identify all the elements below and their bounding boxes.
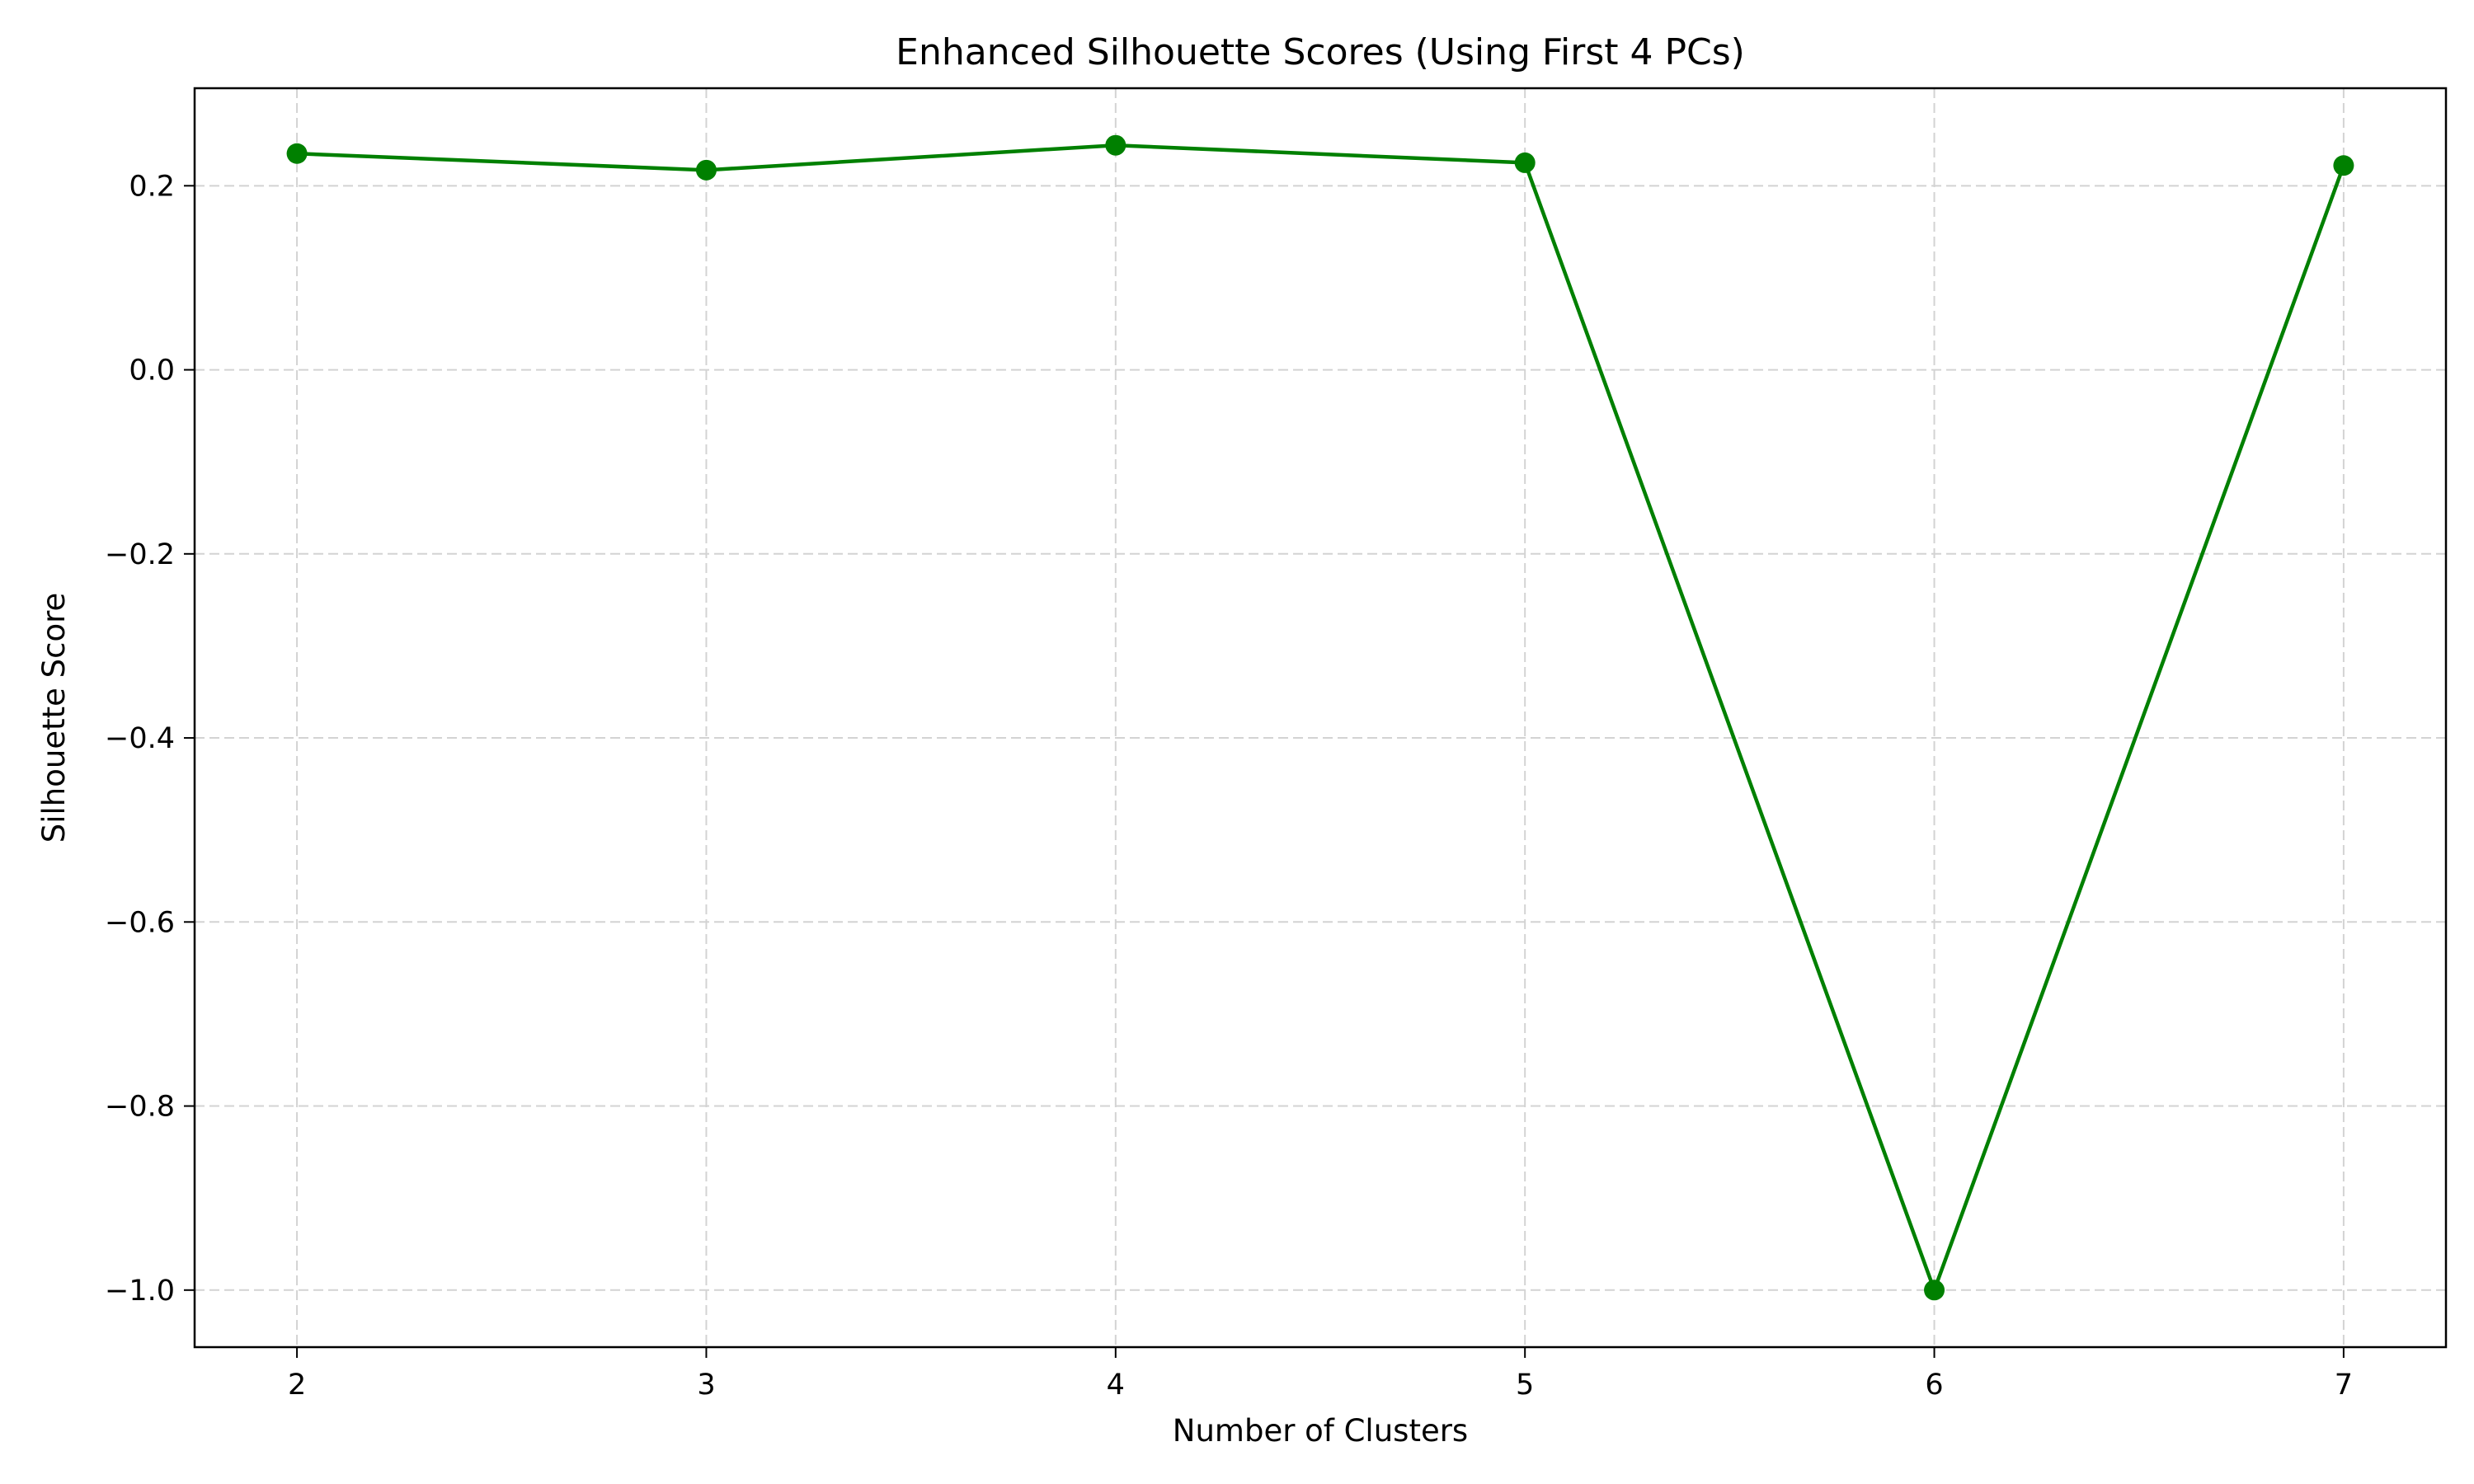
data-point-3 xyxy=(695,159,717,181)
x-tick-label-4: 6 xyxy=(1925,1369,1943,1402)
x-tick-label-3: 5 xyxy=(1516,1369,1534,1402)
data-point-2 xyxy=(286,143,308,164)
y-tick-label-6: −1.0 xyxy=(105,1275,175,1308)
y-tick-label-0: 0.2 xyxy=(129,170,175,203)
y-axis-ticks: 0.2 0.0 −0.2 −0.4 −0.6 −0.8 −1.0 xyxy=(105,170,195,1308)
series-line-0 xyxy=(296,143,2346,1293)
y-tick-label-1: 0.0 xyxy=(129,355,175,387)
y-tick-label-5: −0.8 xyxy=(105,1091,175,1124)
x-axis-label: Number of Clusters xyxy=(1173,1413,1468,1449)
x-axis-ticks: 2 3 4 5 6 7 xyxy=(288,1347,2353,1402)
grid xyxy=(195,88,2446,1347)
series-layer xyxy=(286,134,2354,1301)
x-tick-label-1: 3 xyxy=(697,1369,715,1402)
x-tick-label-2: 4 xyxy=(1107,1369,1125,1402)
data-point-6 xyxy=(1924,1280,1945,1301)
y-tick-label-3: −0.4 xyxy=(105,722,175,755)
y-axis-label: Silhouette Score xyxy=(36,593,72,843)
data-point-5 xyxy=(1514,152,1536,173)
data-point-4 xyxy=(1105,134,1126,156)
x-tick-label-5: 7 xyxy=(2335,1369,2353,1402)
axes-frame xyxy=(193,87,2448,1349)
y-tick-label-2: −0.2 xyxy=(105,538,175,571)
chart-title: Enhanced Silhouette Scores (Using First … xyxy=(896,31,1745,73)
y-tick-label-4: −0.6 xyxy=(105,906,175,939)
data-point-7 xyxy=(2333,155,2354,176)
x-tick-label-0: 2 xyxy=(288,1369,306,1402)
